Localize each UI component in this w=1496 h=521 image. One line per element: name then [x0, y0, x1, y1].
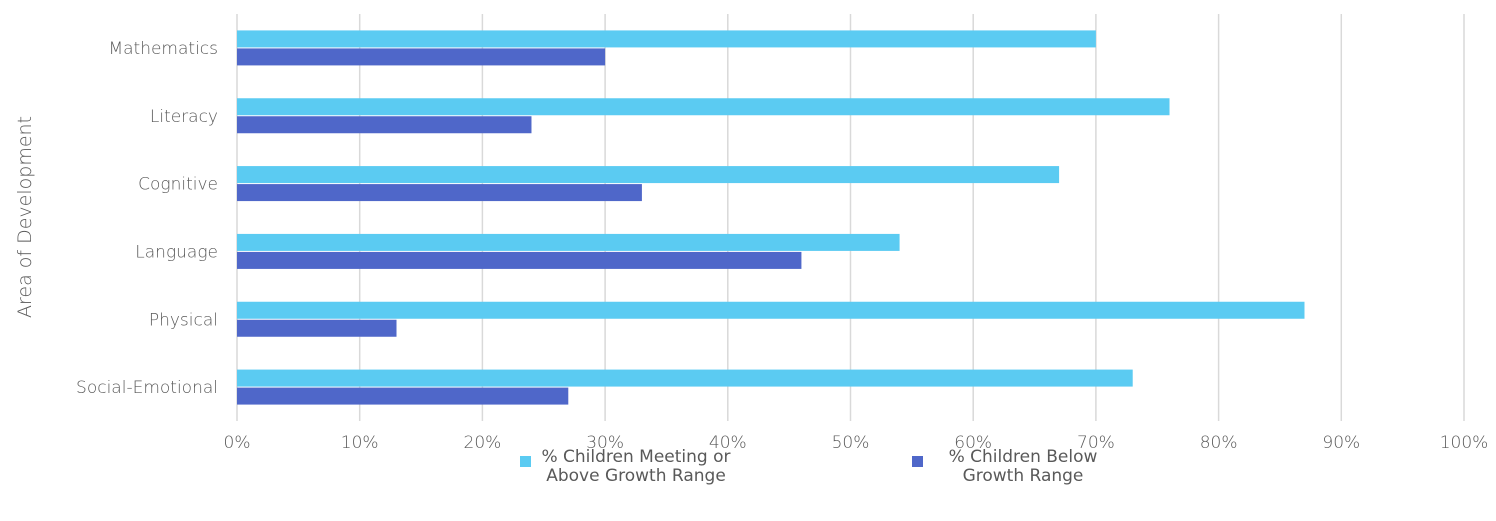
bar-meeting-mathematics	[237, 30, 1096, 48]
x-tick-label: 70%	[1077, 433, 1115, 448]
x-tick-label: 40%	[709, 433, 747, 448]
bar-chart: 0% 10% 20% 30% 40% 50% 60% 70% 80% 90% 100% Mathem…	[14, 14, 1489, 448]
category-label: Social-Emotional	[76, 378, 218, 398]
x-tick-label: 100%	[1440, 433, 1489, 448]
category-label: Physical	[149, 310, 218, 330]
bars	[237, 30, 1305, 405]
bar-below-social-emotional	[237, 387, 569, 405]
bar-meeting-physical	[237, 301, 1305, 319]
category-label: Mathematics	[108, 39, 218, 59]
x-tick-label: 30%	[586, 433, 624, 448]
legend-label-below: % Children Below Growth Range	[948, 447, 1098, 486]
x-tick-label: 90%	[1322, 433, 1360, 448]
gridlines	[236, 14, 1465, 421]
category-label: Cognitive	[138, 175, 218, 195]
bar-below-physical	[237, 319, 397, 337]
category-labels: Mathematics Literacy Cognitive Language Phys…	[76, 39, 218, 398]
x-tick-label: 60%	[954, 433, 992, 448]
category-label: Literacy	[150, 107, 218, 127]
x-tick-label: 50%	[832, 433, 870, 448]
bar-below-literacy	[237, 116, 532, 134]
legend-swatch-meeting	[520, 456, 531, 467]
x-axis-ticks: 0% 10% 20% 30% 40% 50% 60% 70% 80% 90% 100%	[224, 433, 1489, 448]
bar-meeting-language	[237, 233, 900, 251]
legend-label-meeting: % Children Meeting or Above Growth Range	[541, 447, 731, 486]
category-label: Language	[135, 242, 218, 262]
legend-item-meeting: % Children Meeting or Above Growth Range	[520, 448, 736, 486]
y-axis-title: Area of Development	[14, 116, 36, 318]
bar-below-language	[237, 251, 802, 269]
bar-meeting-social-emotional	[237, 369, 1133, 387]
bar-below-mathematics	[237, 48, 606, 66]
bar-below-cognitive	[237, 184, 642, 202]
bar-meeting-cognitive	[237, 166, 1060, 184]
x-tick-label: 80%	[1200, 433, 1238, 448]
legend: % Children Meeting or Above Growth Range…	[0, 448, 1496, 521]
x-tick-label: 10%	[341, 433, 379, 448]
x-tick-label: 0%	[224, 433, 251, 448]
x-tick-label: 20%	[464, 433, 502, 448]
legend-item-below: % Children Below Growth Range	[912, 448, 1118, 486]
legend-swatch-below	[912, 456, 923, 467]
bar-meeting-literacy	[237, 98, 1170, 116]
